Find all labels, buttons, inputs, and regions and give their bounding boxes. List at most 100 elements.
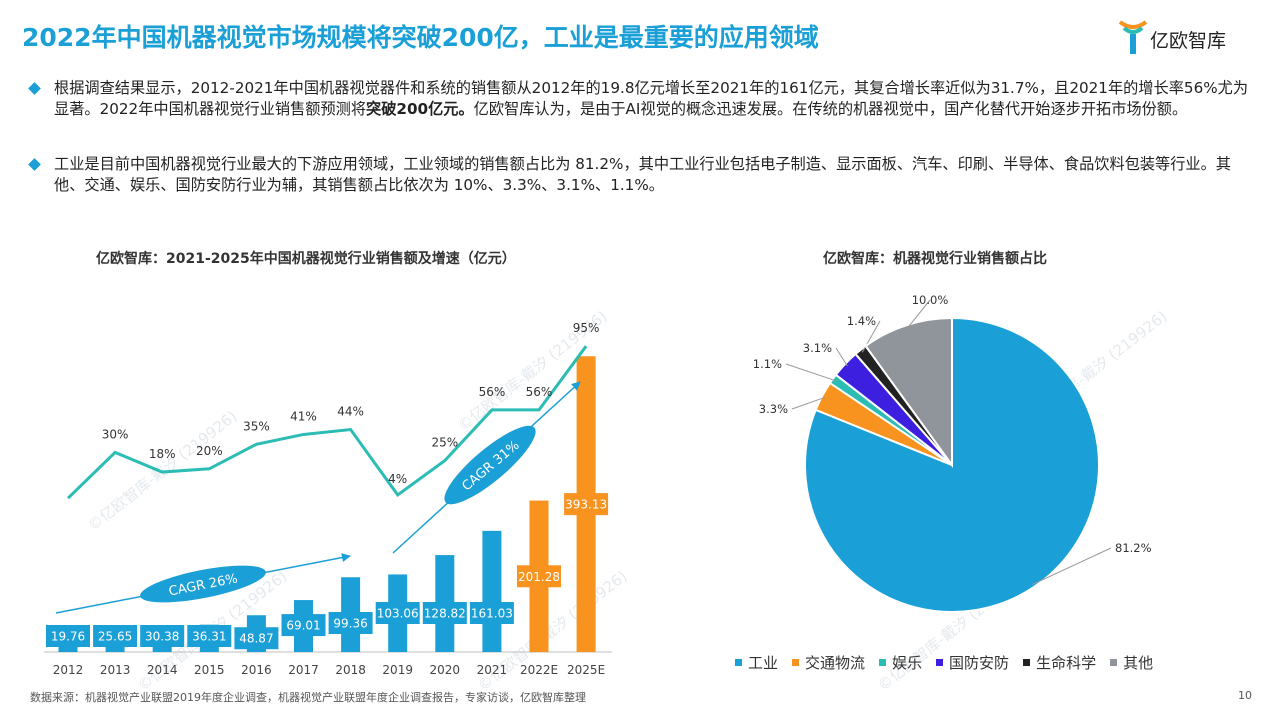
bar-value-label: 103.06 [377, 607, 419, 621]
legend-item: 其他 [1110, 652, 1153, 673]
x-tick-label: 2020 [430, 663, 461, 677]
legend-swatch [1110, 659, 1118, 666]
growth-rate-label: 35% [243, 419, 270, 433]
x-tick-label: 2012 [53, 663, 84, 677]
logo-text: 亿欧智库 [1150, 30, 1227, 52]
legend-swatch [735, 659, 742, 666]
bar-value-label: 393.13 [565, 498, 607, 512]
legend-swatch [936, 659, 944, 666]
pie-value-label: 3.3% [759, 402, 788, 416]
growth-rate-label: 30% [102, 427, 129, 441]
legend-label: 其他 [1123, 654, 1154, 672]
legend-label: 娱乐 [892, 654, 923, 672]
bullet-2-text: 工业是目前中国机器视觉行业最大的下游应用领域，工业领域的销售额占比为 81.2%… [54, 154, 1258, 196]
pie-value-label: 3.1% [803, 341, 832, 355]
pie-value-label: 81.2% [1115, 541, 1152, 555]
bar-value-label: 36.31 [192, 630, 226, 644]
growth-rate-label: 44% [337, 405, 364, 419]
bar-value-label: 48.87 [239, 632, 273, 646]
legend-item: 国防安防 [936, 652, 1009, 673]
bullet-1-text: 根据调查结果显示，2012-2021年中国机器视觉器件和系统的销售额从2012年… [54, 78, 1258, 120]
page-number: 10 [1238, 689, 1252, 702]
x-tick-label: 2014 [147, 663, 178, 677]
legend-item: 工业 [735, 652, 778, 673]
bar-value-label: 201.28 [518, 570, 560, 584]
pie-leader-line [791, 396, 825, 410]
bar-line-chart: 19.76 2012 25.65 2013 30.38 2014 36.31 2015 48.8… [44, 321, 612, 677]
bar-value-box [328, 612, 373, 634]
bar-value-box [281, 614, 326, 637]
bar-value-label: 69.01 [286, 619, 320, 633]
x-tick-label: 2021 [477, 663, 508, 677]
legend-swatch [879, 659, 887, 666]
legend-label: 工业 [748, 654, 779, 672]
growth-rate-label: 20% [196, 444, 223, 458]
x-tick-label: 2016 [241, 663, 272, 677]
bar-value-box [469, 602, 514, 624]
bar-value-label: 161.03 [471, 607, 513, 621]
bar-value-label: 99.36 [333, 617, 367, 631]
cagr-ellipse [140, 565, 266, 603]
bar-chart-title: 亿欧智库：2021-2025年中国机器视觉行业销售额及增速（亿元） [96, 251, 516, 267]
bullet-1-post: 亿欧智库认为，是由于AI视觉的概念迅速发展。在传统的机器视觉中，国产化替代开始逐… [473, 100, 1188, 118]
bullet-2: 工业是目前中国机器视觉行业最大的下游应用领域，工业领域的销售额占比为 81.2%… [28, 154, 1258, 196]
legend-item: 交通物流 [792, 652, 865, 673]
bar-value-label: 128.82 [424, 607, 466, 621]
growth-rate-label: 56% [479, 385, 506, 399]
pie-leader-line [1032, 547, 1112, 585]
pie-slice [864, 316, 953, 469]
pie-leader-line [835, 347, 848, 367]
growth-rate-label: 25% [431, 436, 458, 450]
legend-label: 生命科学 [1036, 654, 1097, 672]
cagr-ellipse [444, 425, 536, 505]
legend-label: 交通物流 [805, 654, 866, 672]
growth-rate-line [66, 345, 588, 500]
growth-rate-label: 4% [388, 472, 407, 486]
x-tick-label: 2015 [194, 663, 225, 677]
pie-value-label: 1.1% [753, 357, 782, 371]
bar-value-box [517, 565, 561, 588]
page-title: 2022年中国机器视觉市场规模将突破200亿，工业是最重要的应用领域 [22, 23, 819, 52]
logo: 亿欧智库 [1118, 18, 1268, 58]
bar-value-box [93, 625, 138, 647]
bar-value-box [140, 625, 185, 647]
legend-label: 国防安防 [949, 654, 1010, 672]
bullet-1-pre: 根据调查结果显示，2012-2021年中国机器视觉器件和系统的销售额从2012年… [54, 79, 1249, 118]
pie-legend: 工业 交通物流 娱乐 国防安防 生命科学 其他 [735, 652, 1153, 673]
x-tick-label: 2025E [567, 663, 605, 677]
bar-value-label: 25.65 [98, 630, 132, 644]
bar-value-box [422, 602, 467, 624]
growth-rate-label: 41% [290, 409, 317, 423]
bar [482, 530, 502, 652]
bar-value-box [187, 625, 232, 647]
legend-swatch [1023, 659, 1031, 666]
pie-chart-title: 亿欧智库：机器视觉行业销售额占比 [823, 251, 1047, 267]
bar-value-label: 30.38 [145, 630, 179, 644]
pie-chart: 81.2% 3.3% 1.1% 3.1% 1.4% 10.0% [753, 293, 1152, 613]
x-tick-label: 2018 [335, 663, 366, 677]
legend-item: 娱乐 [879, 652, 922, 673]
pie-value-label: 1.4% [847, 314, 876, 328]
x-tick-label: 2022E [520, 663, 558, 677]
growth-rate-label: 56% [526, 385, 553, 399]
x-tick-label: 2019 [382, 663, 413, 677]
bullet-1-bold: 突破200亿元。 [366, 100, 474, 118]
growth-rate-label: 95% [573, 321, 600, 335]
bar-value-box [375, 602, 420, 624]
growth-rate-label: 18% [149, 447, 176, 461]
bar-value-box [46, 625, 90, 647]
legend-swatch [792, 659, 800, 666]
bar-value-label: 19.76 [51, 630, 85, 644]
logo-icon [1118, 20, 1148, 54]
bar-value-box [564, 493, 609, 516]
legend-item: 生命科学 [1023, 652, 1096, 673]
bar-value-box [234, 627, 279, 650]
bullet-2-pre: 工业是目前中国机器视觉行业最大的下游应用领域，工业领域的销售额占比为 81.2%… [54, 155, 1231, 194]
x-tick-label: 2013 [100, 663, 131, 677]
data-source: 数据来源：机器视觉产业联盟2019年度企业调查，机器视觉产业联盟年度企业调查报告… [30, 691, 586, 704]
bullet-1: 根据调查结果显示，2012-2021年中国机器视觉器件和系统的销售额从2012年… [28, 78, 1258, 120]
pie-leader-line [785, 363, 836, 382]
pie-leader-line [907, 299, 931, 329]
x-tick-label: 2017 [288, 663, 319, 677]
pie-value-label: 10.0% [912, 293, 949, 307]
